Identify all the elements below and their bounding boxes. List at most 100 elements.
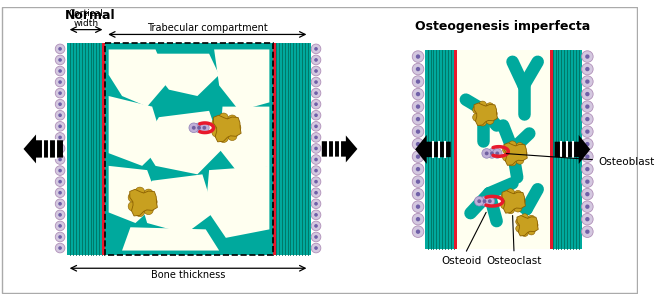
Circle shape [412,163,424,175]
Circle shape [582,101,593,112]
Circle shape [582,88,593,100]
Circle shape [311,44,321,54]
Circle shape [485,196,495,206]
Circle shape [516,225,523,232]
Circle shape [416,192,420,196]
Circle shape [416,129,420,134]
Circle shape [412,226,424,237]
Bar [67,43,105,255]
Circle shape [219,113,228,123]
Text: Osteoblast: Osteoblast [506,154,654,167]
Bar [425,50,457,249]
Circle shape [212,119,221,128]
Circle shape [416,167,420,171]
Circle shape [314,124,318,128]
Circle shape [412,51,424,62]
Circle shape [58,135,62,139]
Circle shape [311,144,321,153]
Circle shape [58,224,62,228]
Circle shape [55,177,65,187]
Circle shape [311,132,321,142]
Circle shape [135,187,144,197]
Polygon shape [130,189,158,216]
Circle shape [58,80,62,84]
Circle shape [314,113,318,117]
Circle shape [486,103,494,111]
Polygon shape [109,166,159,223]
Circle shape [58,147,62,150]
Circle shape [55,88,65,98]
Polygon shape [517,216,538,236]
Circle shape [412,151,424,162]
Text: Osteoid: Osteoid [441,212,486,266]
Circle shape [58,169,62,173]
Circle shape [582,126,593,137]
Circle shape [314,102,318,106]
Circle shape [495,152,499,155]
Circle shape [412,201,424,213]
Text: Osteoclast: Osteoclast [487,216,542,266]
Circle shape [585,54,590,59]
Circle shape [585,179,590,184]
Circle shape [412,101,424,112]
Circle shape [585,117,590,121]
Circle shape [197,126,201,130]
Circle shape [311,210,321,220]
Circle shape [585,192,590,196]
Circle shape [582,113,593,125]
Circle shape [490,152,494,155]
Circle shape [144,205,154,215]
Circle shape [311,55,321,65]
Circle shape [582,51,593,62]
Circle shape [58,124,62,128]
Circle shape [416,205,420,209]
Circle shape [58,191,62,195]
Polygon shape [415,135,451,164]
Circle shape [416,80,420,84]
Circle shape [203,126,207,130]
Circle shape [585,167,590,171]
Circle shape [412,113,424,125]
Circle shape [55,132,65,142]
Circle shape [582,63,593,75]
Circle shape [314,169,318,173]
Circle shape [314,80,318,84]
Circle shape [412,138,424,150]
Circle shape [531,222,538,229]
Circle shape [585,92,590,96]
Circle shape [412,213,424,225]
Circle shape [314,213,318,217]
Circle shape [311,121,321,131]
Circle shape [314,246,318,250]
Circle shape [493,149,502,158]
Circle shape [502,146,510,154]
Circle shape [58,113,62,117]
Circle shape [55,210,65,220]
Circle shape [488,199,492,203]
Circle shape [128,193,138,202]
Circle shape [582,188,593,200]
Circle shape [516,143,524,151]
Polygon shape [219,107,269,174]
Circle shape [314,91,318,95]
Circle shape [231,123,241,132]
Circle shape [55,221,65,231]
Circle shape [582,76,593,87]
Circle shape [585,155,590,159]
Circle shape [58,202,62,206]
Circle shape [585,205,590,209]
Circle shape [192,126,196,130]
Circle shape [55,243,65,253]
Circle shape [582,226,593,237]
Circle shape [311,221,321,231]
Circle shape [58,47,62,51]
Polygon shape [24,135,63,163]
Circle shape [508,141,516,149]
Polygon shape [214,49,269,111]
Circle shape [506,206,514,214]
Circle shape [55,188,65,198]
Text: Osteogenesis imperfecta: Osteogenesis imperfecta [415,19,591,33]
Circle shape [585,230,590,234]
Circle shape [58,158,62,161]
Circle shape [148,197,157,207]
